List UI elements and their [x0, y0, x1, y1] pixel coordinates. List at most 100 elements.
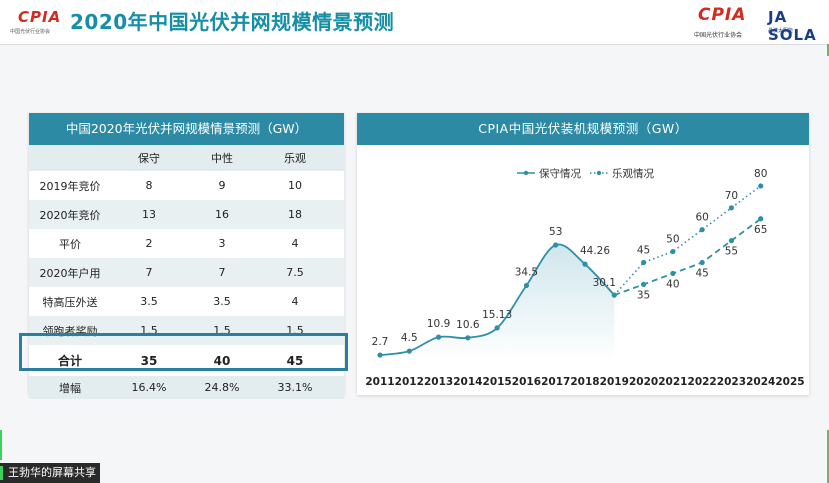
- conservative-point: [699, 259, 705, 266]
- ja-logo-subtext: 晶澳太阳能: [768, 28, 794, 34]
- conservative-point: [523, 282, 530, 289]
- optimistic-point: [640, 259, 647, 266]
- table-cell: 16: [215, 208, 229, 221]
- x-axis-tick-label: 2017: [541, 376, 570, 388]
- conservative-point: [465, 335, 471, 341]
- conservative-data-label: 10.6: [456, 319, 480, 331]
- conservative-point: [406, 348, 412, 354]
- optimistic-point: [728, 205, 735, 211]
- x-axis-tick-label: 2019: [600, 376, 629, 388]
- slide-title: 2020年中国光伏并网规模情景预测: [70, 10, 395, 34]
- table-cell: 1.5: [140, 324, 158, 337]
- cpia-logo-subtext: 中国光伏行业协会: [10, 29, 51, 35]
- cpia-logo-text: CPIA: [18, 8, 62, 26]
- table-cell: 3.5: [213, 295, 231, 308]
- table-header-cell: 乐观: [284, 152, 306, 165]
- table-cell: 40: [213, 353, 231, 368]
- table-cell: 增幅: [59, 381, 81, 395]
- x-axis-tick-label: 2014: [453, 376, 482, 388]
- table-cell: 4: [291, 295, 299, 308]
- table-cell: 2: [145, 237, 153, 250]
- cpia-logo-left: CPIA 中国光伏行业协会: [6, 4, 64, 40]
- table-header-cell: 中性: [211, 152, 233, 165]
- table-cell: 33.1%: [277, 381, 313, 394]
- x-axis-tick-label: 2023: [717, 376, 746, 388]
- table-header-row: 保守 中性 乐观: [29, 145, 344, 171]
- conservative-point: [377, 352, 383, 358]
- share-frame-edge: [827, 44, 829, 56]
- x-axis-tick-label: 2011: [365, 376, 394, 388]
- table-total-row: 合计 35 40 45: [29, 345, 344, 376]
- cpia-logo-text: CPIA: [698, 5, 747, 25]
- table-cell: 16.4%: [131, 381, 167, 394]
- ja-solar-logo: JA SOLA 晶澳太阳能: [768, 8, 829, 44]
- conservative-point: [611, 292, 617, 298]
- table-cell: 3.5: [140, 295, 158, 308]
- conservative-forecast-line: [613, 218, 762, 296]
- table-row: 2020年竞价 13 16 18: [29, 200, 344, 229]
- table-cell: 2020年户用: [39, 266, 101, 280]
- share-frame-edge: [827, 430, 829, 483]
- x-axis-tick-label: 2022: [688, 376, 717, 388]
- conservative-point: [758, 216, 764, 222]
- x-axis-tick-label: 2012: [395, 376, 424, 388]
- chart-plot-area: 2.7 4.5 10.9 10.615.13 34.5 53 44.26 30.1 35 40 45…: [365, 168, 804, 388]
- chart-legend: 保守情况 乐观情况: [517, 167, 654, 180]
- conservative-data-label: 55: [725, 246, 738, 258]
- conservative-data-label: 2.7: [372, 336, 389, 348]
- conservative-data-label: 45: [695, 268, 708, 280]
- conservative-data-label: 53: [549, 226, 562, 238]
- conservative-data-label: 15.13: [482, 309, 512, 321]
- table-cell: 7: [218, 266, 226, 279]
- table-cell: 合计: [57, 354, 82, 368]
- x-axis-tick-label: 2013: [424, 376, 453, 388]
- x-axis-tick-label: 2024: [746, 376, 775, 388]
- optimistic-data-label: 45: [637, 245, 650, 257]
- screenshare-indicator[interactable]: 王勃华的屏幕共享: [0, 463, 100, 483]
- table-cell: 3: [218, 237, 226, 250]
- x-axis-tick-label: 2025: [775, 376, 804, 388]
- conservative-data-label: 10.9: [427, 318, 450, 330]
- optimistic-data-label: 50: [666, 234, 679, 246]
- conservative-data-label: 65: [754, 224, 767, 236]
- conservative-data-label: 44.26: [580, 245, 610, 257]
- table-cell: 4: [291, 237, 299, 250]
- optimistic-forecast-line: [613, 185, 762, 296]
- forecast-chart-panel: CPIA中国光伏装机规模预测（GW） 保守情况 乐观情况 2.7 4.5 10.9 1…: [357, 113, 809, 395]
- table-row: 特高压外送 3.5 3.5 4: [29, 287, 344, 316]
- chart-title: CPIA中国光伏装机规模预测（GW）: [357, 113, 809, 145]
- table-cell: 1.5: [286, 324, 304, 337]
- optimistic-data-label: 80: [754, 168, 767, 180]
- conservative-data-label: 4.5: [401, 332, 418, 344]
- conservative-data-label: 34.5: [515, 267, 538, 279]
- table-cell: 2019年竞价: [39, 179, 101, 193]
- conservative-data-label: 40: [666, 278, 679, 290]
- x-axis-tick-label: 2015: [483, 376, 512, 388]
- x-axis-tick-label: 2020: [629, 376, 658, 388]
- table-cell: 领跑者奖励: [42, 324, 98, 338]
- optimistic-point: [699, 227, 705, 233]
- scenario-table: 中国2020年光伏并网规模情景预测（GW） 保守 中性 乐观 2019年竞价 8…: [29, 113, 344, 399]
- table-cell: 特高压外送: [42, 295, 98, 309]
- cpia-logo-right: CPIA 中国光伏行业协会: [692, 2, 762, 42]
- table-cell: 7: [145, 266, 153, 279]
- optimistic-point: [670, 248, 676, 255]
- table-cell: 9: [218, 179, 226, 192]
- table-title: 中国2020年光伏并网规模情景预测（GW）: [29, 113, 344, 145]
- optimistic-data-label: 70: [725, 190, 738, 202]
- table-row: 平价 2 3 4: [29, 229, 344, 258]
- conservative-point: [640, 281, 647, 288]
- table-cell: 平价: [59, 237, 81, 251]
- sharing-status-icon: [0, 466, 3, 480]
- conservative-point: [728, 238, 735, 244]
- table-row: 2020年户用 7 7 7.5: [29, 258, 344, 287]
- table-cell: 1.5: [213, 324, 231, 337]
- table-row: 领跑者奖励 1.5 1.5 1.5: [29, 316, 344, 345]
- conservative-data-label: 35: [637, 289, 650, 301]
- table-cell: 35: [140, 353, 158, 368]
- optimistic-point: [758, 183, 764, 189]
- optimistic-data-label: 60: [695, 212, 708, 224]
- table-cell: 45: [286, 353, 304, 368]
- table-cell: 13: [142, 208, 156, 221]
- slide-header: CPIA 中国光伏行业协会 2020年中国光伏并网规模情景预测 CPIA 中国光…: [0, 0, 829, 45]
